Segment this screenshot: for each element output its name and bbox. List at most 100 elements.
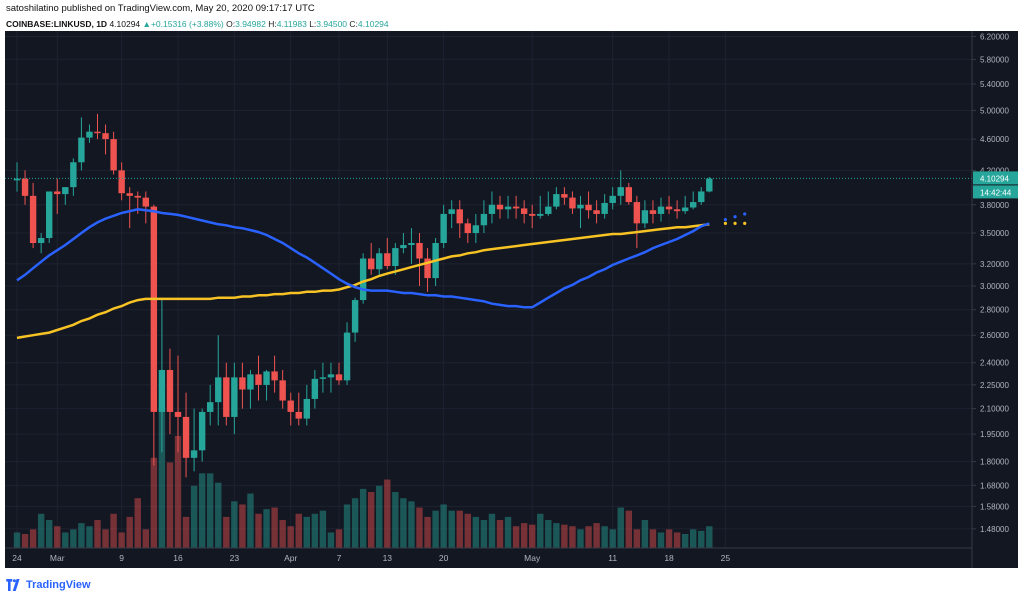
candle-body — [142, 197, 149, 207]
price-chart[interactable]: 6.20000 5.80000 5.40000 5.00000 4.60000 4.200… — [5, 31, 1018, 568]
open-value: 3.94982 — [235, 19, 266, 29]
candle-body — [641, 210, 649, 224]
candle-body — [311, 378, 319, 399]
candle-body — [102, 133, 109, 140]
price-tick-label: 5.40000 — [980, 80, 1009, 89]
volume-bar — [617, 507, 624, 548]
price-tick-label: 3.80000 — [980, 201, 1009, 210]
chart-area[interactable]: 6.20000 5.80000 5.40000 5.00000 4.60000 4.200… — [5, 31, 1018, 568]
high-value: 4.11983 — [276, 19, 307, 29]
close-label: C: — [349, 19, 358, 29]
volume-bar — [94, 520, 101, 548]
up-arrow-icon: ▲ — [142, 19, 151, 29]
volume-bar — [319, 510, 327, 548]
time-tick-label: 16 — [173, 553, 183, 563]
countdown-badge — [973, 185, 1018, 199]
price-tick-label: 6.20000 — [980, 32, 1009, 41]
ma-fast-line — [16, 208, 710, 309]
candle-body — [512, 206, 520, 209]
volume-bar — [359, 488, 367, 548]
volume-bar — [601, 526, 608, 548]
candle-body — [29, 195, 37, 244]
candle-body — [21, 178, 29, 196]
volume-bar — [134, 498, 141, 548]
candle-body — [13, 178, 21, 181]
volume-bar — [464, 513, 471, 548]
volume-bar — [215, 482, 222, 548]
volume-bar — [649, 529, 657, 548]
candle-body — [231, 377, 238, 417]
time-axis: 24 Mar 9 16 23 Apr 7 13 20 May 11 18 25 — [5, 547, 972, 563]
volume-bar — [480, 520, 488, 548]
candle-body — [609, 195, 616, 203]
volume-bar — [392, 492, 399, 548]
price-badges: 4.10294 14:42:44 — [973, 171, 1018, 199]
candle-body — [504, 206, 512, 210]
ma-fast-projection-dot — [743, 212, 747, 216]
candle-body — [577, 204, 584, 209]
volume-bar — [255, 513, 262, 548]
ma-slow-projection-dot — [723, 221, 728, 225]
volume-bar — [295, 513, 302, 548]
volume-bar — [102, 529, 109, 548]
high-label: H: — [268, 19, 277, 29]
open-label: O: — [226, 19, 236, 29]
volume-bar — [279, 520, 286, 548]
time-tick-label: Apr — [284, 553, 297, 563]
volume-bar — [593, 523, 600, 548]
price-axis-background — [972, 31, 1018, 568]
volume-bar — [545, 520, 552, 548]
price-tick-label: 2.80000 — [980, 306, 1009, 315]
candle-body — [271, 371, 278, 381]
candle-body — [625, 187, 632, 203]
candles — [13, 113, 713, 478]
candle-body — [287, 400, 294, 412]
tradingview-logo-icon[interactable] — [6, 579, 22, 591]
candle-body — [215, 377, 222, 403]
volume-bar — [239, 504, 246, 548]
candle-body — [70, 162, 77, 188]
volume-bar — [311, 513, 319, 548]
volume-bar — [440, 504, 447, 548]
candle-body — [561, 194, 568, 198]
last-price-badge-text: 4.10294 — [980, 174, 1009, 183]
candle-body — [118, 170, 125, 194]
candle-body — [174, 411, 182, 417]
volume-bar — [166, 462, 174, 548]
time-tick-label: 18 — [664, 553, 674, 563]
volume-bar — [496, 520, 504, 548]
volume-bar — [46, 520, 53, 548]
price-tick-label: 3.20000 — [980, 260, 1009, 269]
volume-bar — [70, 529, 77, 548]
volume-bar — [126, 516, 133, 548]
candle-body — [392, 248, 399, 266]
candle-body — [239, 377, 246, 390]
volume-bar — [335, 529, 343, 548]
candle-body — [263, 371, 270, 385]
candle-body — [649, 210, 657, 214]
volume-bar — [408, 501, 415, 548]
tradingview-brand[interactable]: TradingView — [26, 579, 91, 591]
candle-body — [448, 209, 455, 214]
candle-body — [46, 191, 53, 238]
candle-body — [408, 243, 415, 246]
volume-bar — [54, 526, 61, 548]
volume-bar — [561, 524, 568, 548]
volume-bar — [303, 516, 310, 548]
candle-body — [665, 206, 673, 210]
volume-bar — [13, 532, 21, 548]
volume-bar — [512, 526, 520, 548]
price-tick-label: 1.80000 — [980, 458, 1009, 467]
candle-body — [545, 206, 552, 214]
volume-bar — [110, 513, 117, 548]
moving-averages — [5, 177, 972, 340]
candle-body — [496, 204, 504, 210]
candle-body — [126, 193, 133, 196]
volume-bar — [190, 485, 198, 548]
footer: TradingView — [6, 577, 91, 593]
symbol-ohlc-line: COINBASE:LINKUSD, 1D 4.10294 ▲+0.15316 (… — [6, 19, 389, 31]
volume-bar — [657, 532, 665, 548]
price-tick-label: 5.80000 — [980, 55, 1009, 64]
low-label: L: — [309, 19, 317, 29]
